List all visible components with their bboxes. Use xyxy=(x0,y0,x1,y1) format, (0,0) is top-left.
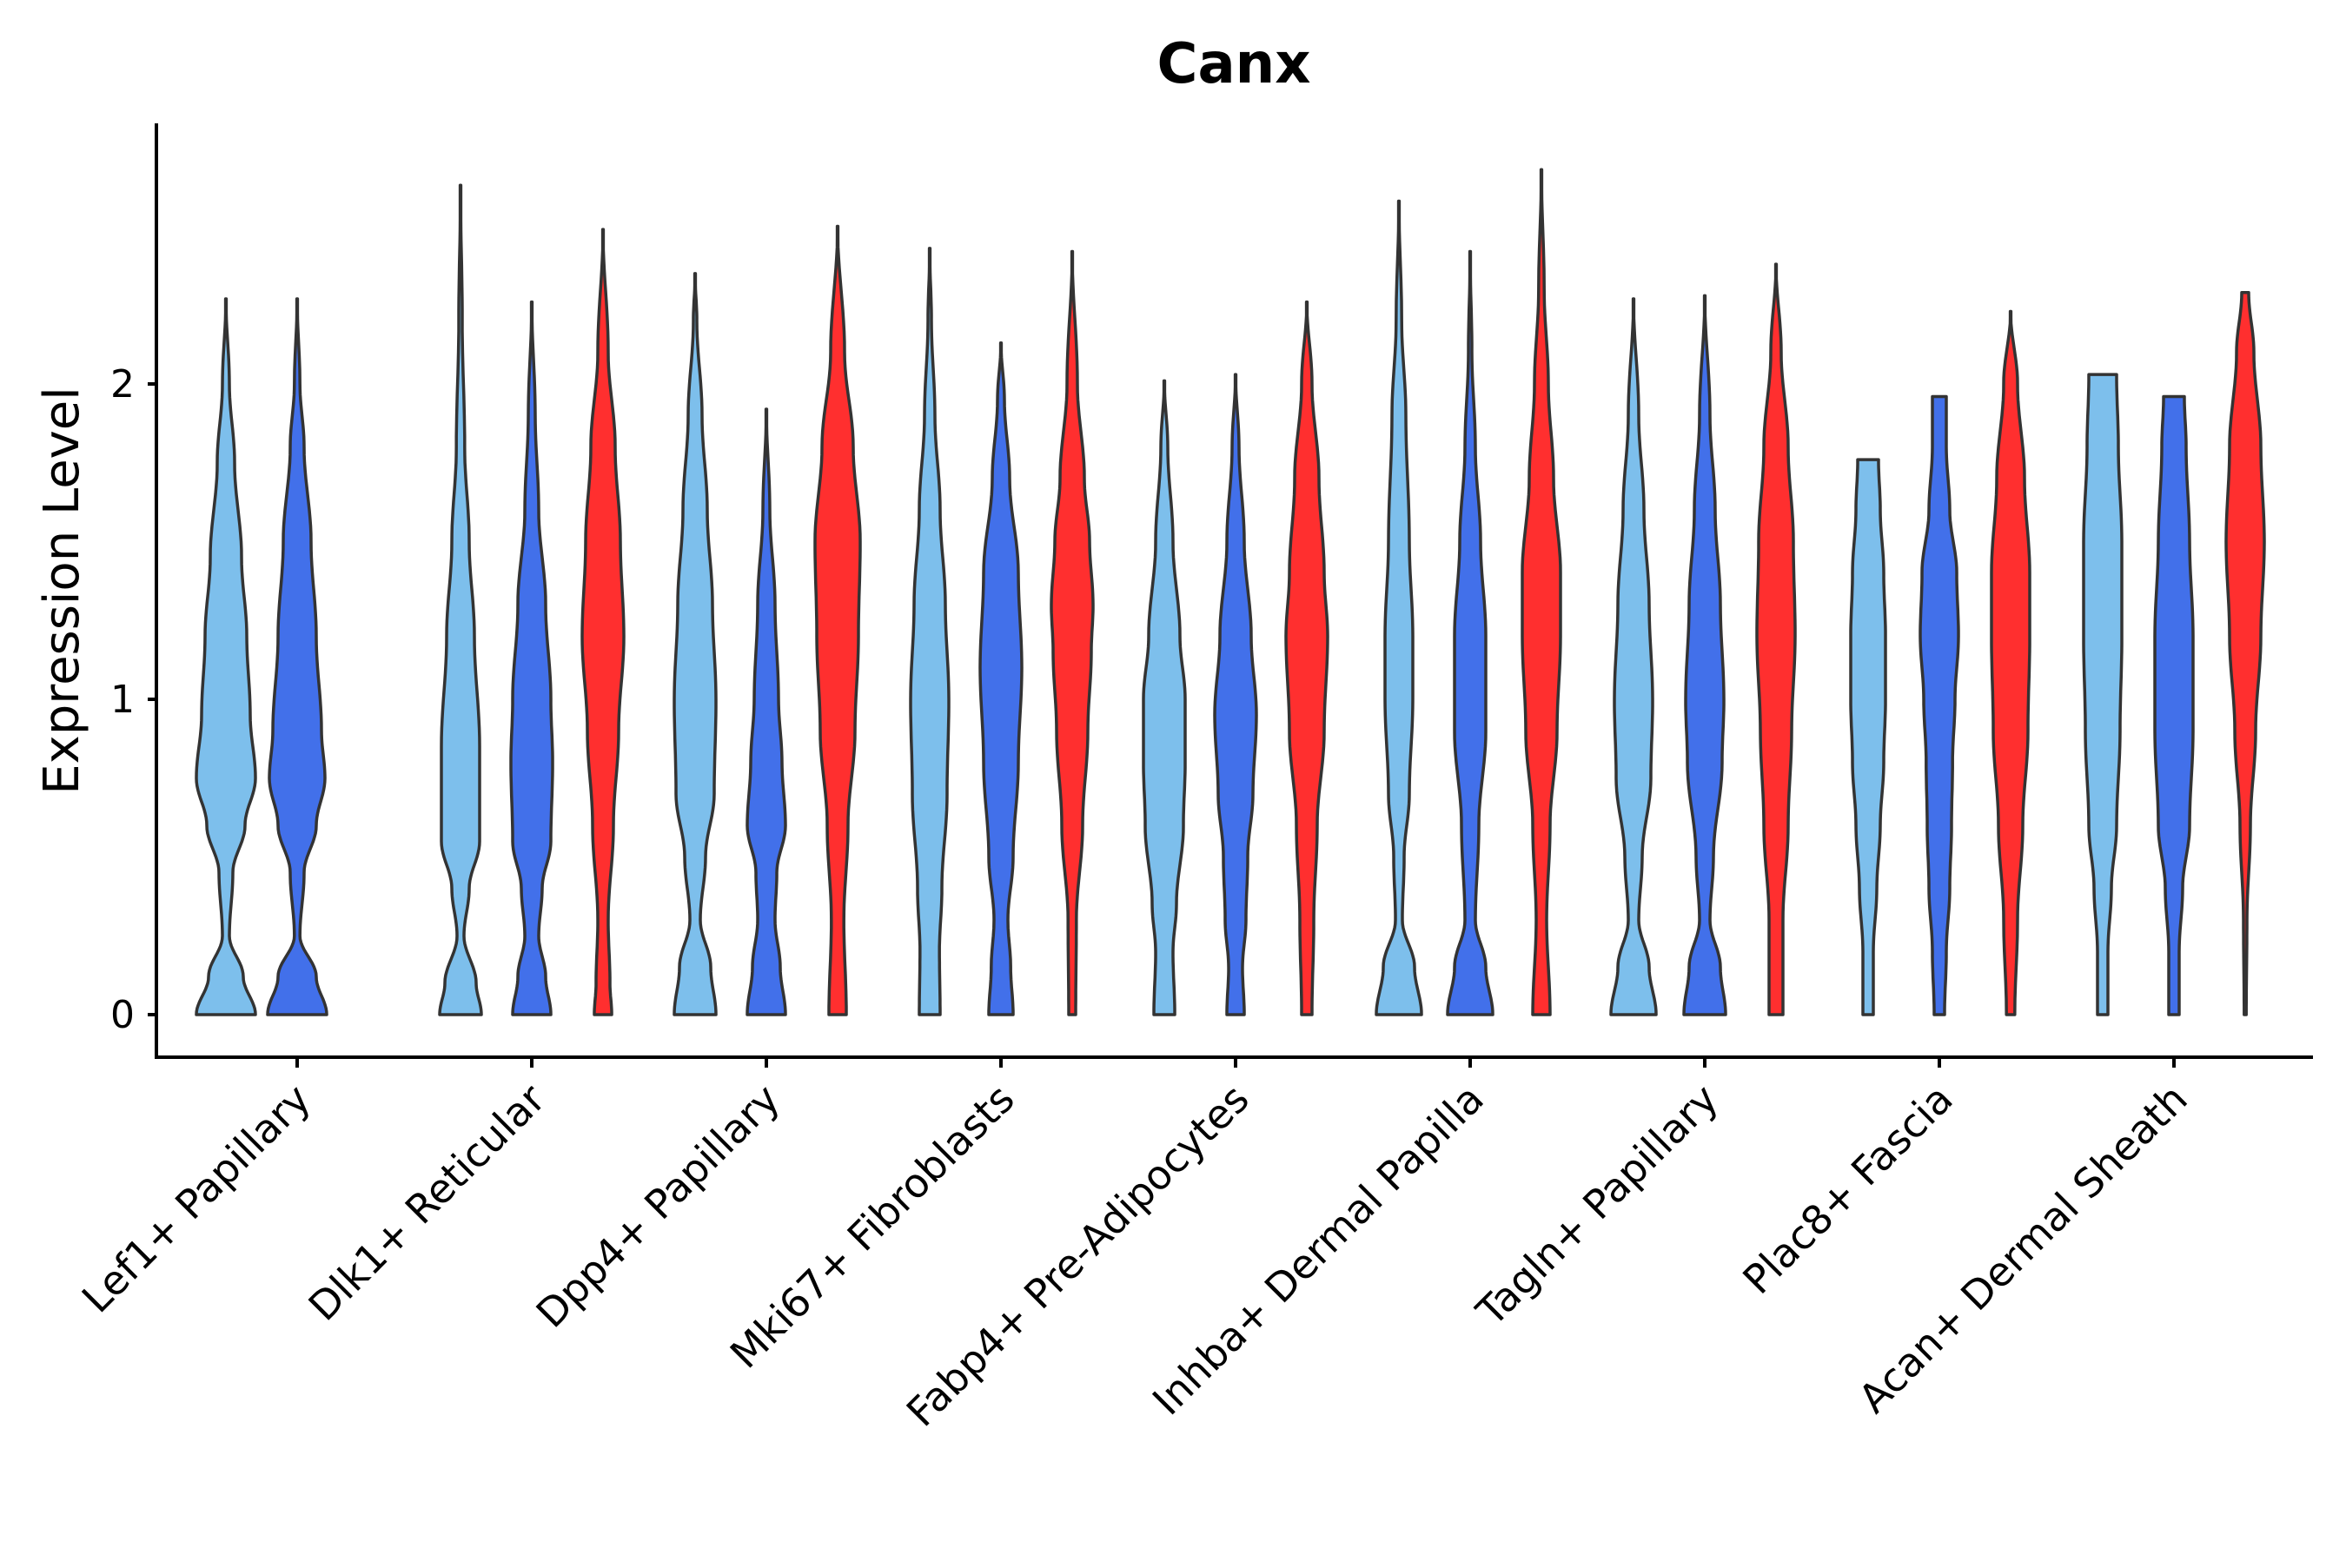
violin-group xyxy=(195,168,2266,1016)
violin-dlk1-reticular-g2 xyxy=(580,228,626,1016)
violin-inhba-dermal-papilla-g2 xyxy=(1521,168,1562,1016)
violin-tagln-papillary-g0 xyxy=(1609,297,1658,1016)
y-tick-label: 2 xyxy=(110,362,135,407)
y-axis-label: Expression Level xyxy=(34,387,90,795)
violin-mki67-fibroblasts-g0 xyxy=(909,247,951,1016)
violin-dpp4-papillary-g1 xyxy=(746,407,787,1016)
violin-plac8-fascia-g2 xyxy=(1990,309,2031,1016)
y-tick-label: 1 xyxy=(110,678,135,722)
violin-dlk1-reticular-g0 xyxy=(438,183,483,1016)
x-tick-label: Tagln+ Papillary xyxy=(1467,1075,1727,1336)
violin-lef1-papillary-g1 xyxy=(266,297,328,1016)
violin-acan-dermal-sheath-g0 xyxy=(2082,373,2124,1016)
violin-plac8-fascia-g0 xyxy=(1849,458,1887,1016)
violin-tagln-papillary-g1 xyxy=(1682,294,1727,1016)
violin-mki67-fibroblasts-g2 xyxy=(1050,249,1095,1016)
violin-inhba-dermal-papilla-g1 xyxy=(1446,249,1494,1016)
y-ticks: 0 1 2 xyxy=(110,362,156,1037)
x-tick-label: Plac8+ Fascia xyxy=(1733,1075,1961,1303)
violin-tagln-papillary-g2 xyxy=(1755,262,1797,1016)
violin-fabp4-pre-adipocytes-g2 xyxy=(1284,300,1329,1016)
y-tick-label: 0 xyxy=(110,993,135,1037)
chart-title: Canx xyxy=(1157,32,1311,96)
violin-fabp4-pre-adipocytes-g1 xyxy=(1213,373,1258,1016)
violin-plac8-fascia-g1 xyxy=(1919,394,1960,1016)
violin-acan-dermal-sheath-g1 xyxy=(2153,394,2195,1016)
x-tick-label: Dpp4+ Papillary xyxy=(527,1075,789,1337)
violin-inhba-dermal-papilla-g0 xyxy=(1375,199,1423,1016)
violin-dpp4-papillary-g0 xyxy=(673,272,718,1016)
violin-fabp4-pre-adipocytes-g0 xyxy=(1142,379,1187,1016)
violin-dpp4-papillary-g2 xyxy=(813,224,862,1016)
violin-mki67-fibroblasts-g1 xyxy=(978,341,1024,1016)
violin-dlk1-reticular-g1 xyxy=(509,300,554,1016)
violin-acan-dermal-sheath-g2 xyxy=(2224,290,2266,1016)
x-tick-label: Dlk1+ Reticular xyxy=(300,1075,554,1330)
violin-lef1-papillary-g0 xyxy=(195,297,257,1016)
x-tick-label: Lef1+ Papillary xyxy=(73,1075,320,1322)
